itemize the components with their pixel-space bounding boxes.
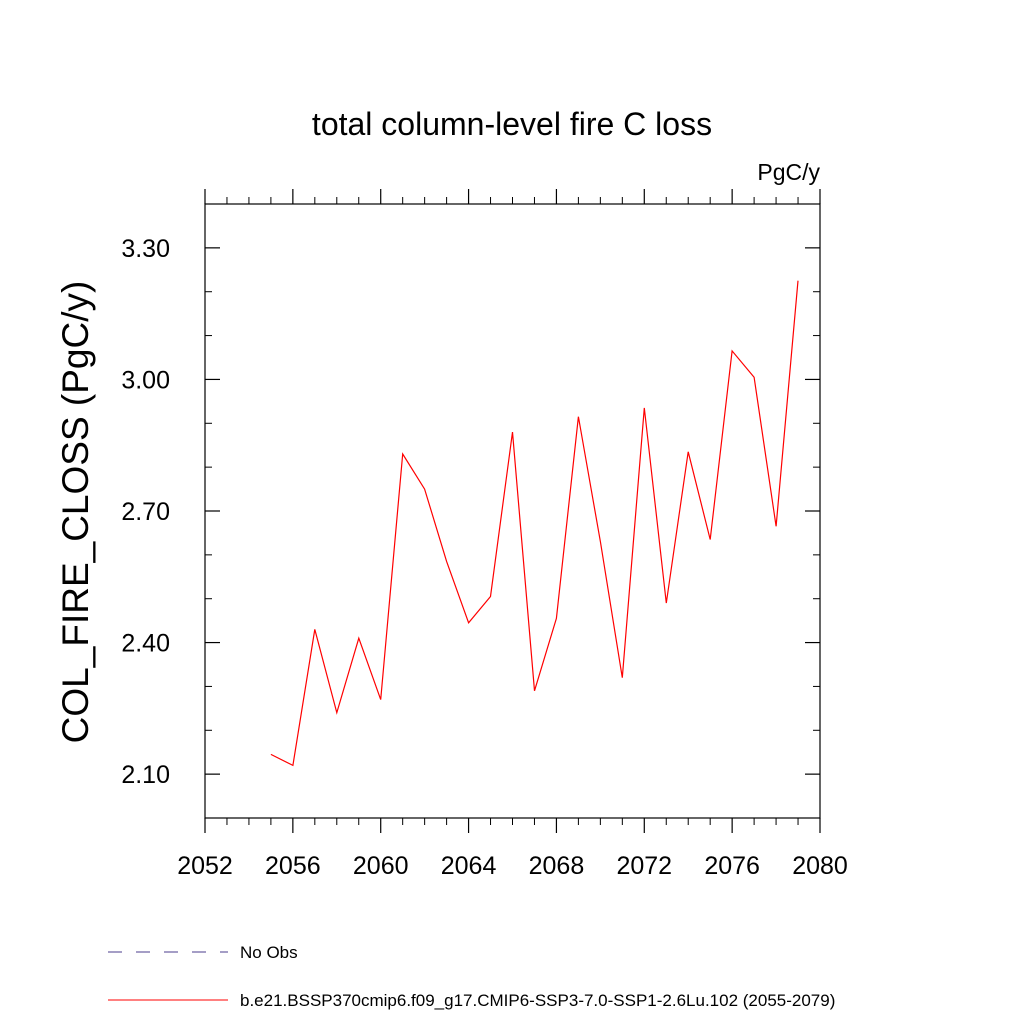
x-tick-label: 2080 bbox=[792, 852, 848, 880]
plot-frame bbox=[204, 203, 821, 819]
y-tick-label: 2.40 bbox=[121, 630, 170, 658]
legend: No Obs b.e21.BSSP370cmip6.f09_g17.CMIP6-S… bbox=[108, 943, 835, 1010]
y-tick-label: 2.70 bbox=[121, 498, 170, 526]
y-tick-labels: 2.10 2.40 2.70 3.00 3.30 bbox=[121, 235, 170, 789]
y-tick-label: 3.00 bbox=[121, 366, 170, 394]
legend-label: b.e21.BSSP370cmip6.f09_g17.CMIP6-SSP3-7.… bbox=[240, 991, 835, 1010]
units-label: PgC/y bbox=[757, 159, 820, 185]
x-tick-label: 2064 bbox=[441, 852, 497, 880]
legend-label: No Obs bbox=[240, 943, 298, 962]
x-tick-label: 2068 bbox=[529, 852, 585, 880]
x-tick-label: 2056 bbox=[265, 852, 321, 880]
x-tick-label: 2060 bbox=[353, 852, 409, 880]
chart-title: total column-level fire C loss bbox=[312, 106, 712, 142]
series-line bbox=[270, 280, 799, 767]
x-tick-label: 2052 bbox=[177, 852, 233, 880]
x-tick-labels: 2052 2056 2060 2064 2068 2072 2076 2080 bbox=[177, 852, 848, 880]
y-tick-label: 2.10 bbox=[121, 761, 170, 789]
x-tick-label: 2072 bbox=[616, 852, 672, 880]
axis-ticks bbox=[204, 189, 821, 833]
series-lines bbox=[270, 280, 799, 767]
x-tick-label: 2076 bbox=[704, 852, 760, 880]
y-axis-label: COL_FIRE_CLOSS (PgC/y) bbox=[55, 281, 96, 744]
y-tick-label: 3.30 bbox=[121, 235, 170, 263]
